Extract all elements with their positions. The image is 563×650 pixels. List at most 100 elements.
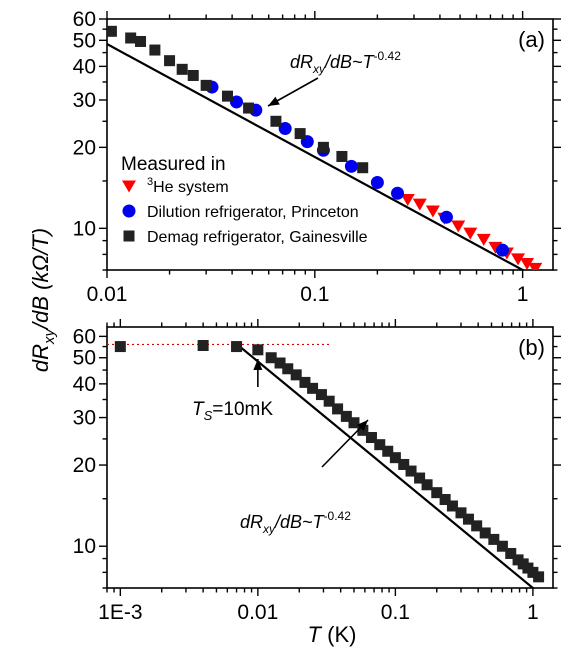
- data-point: [278, 122, 292, 136]
- legend-marker: [122, 180, 136, 193]
- data-point: [230, 95, 244, 109]
- y-tick-label: 40: [73, 373, 96, 396]
- data-point: [187, 69, 199, 81]
- data-point: [511, 253, 526, 266]
- data-point: [348, 417, 360, 429]
- x-tick-label: 1: [517, 283, 529, 306]
- x-tick-label: 1E-3: [98, 601, 142, 624]
- data-point: [340, 410, 352, 422]
- x-tick-label: 0.01: [237, 601, 278, 624]
- data-point: [495, 243, 509, 257]
- data-point: [389, 452, 401, 464]
- data-point: [231, 341, 243, 353]
- fit-label-b: dRxy/dB~T-0.42: [240, 509, 351, 536]
- legend-marker: [123, 230, 135, 242]
- data-point: [294, 128, 306, 140]
- data-point: [243, 102, 255, 114]
- data-point: [439, 210, 453, 224]
- data-point: [533, 571, 545, 583]
- data-point: [405, 465, 417, 477]
- data-point: [252, 344, 264, 356]
- data-point: [520, 258, 535, 270]
- fit-line: [234, 341, 535, 588]
- ts-annotation: TS=10mK: [192, 399, 273, 423]
- x-tick-label: 0.1: [381, 601, 410, 624]
- y-tick-label: 20: [73, 454, 96, 477]
- y-tick-label: 60: [73, 8, 96, 31]
- y-tick-label: 10: [73, 217, 96, 240]
- data-point: [176, 63, 188, 75]
- plot-area: [107, 340, 545, 588]
- y-tick-label: 40: [73, 55, 96, 78]
- data-point: [317, 141, 329, 153]
- data-point: [463, 227, 478, 240]
- data-point: [398, 458, 410, 470]
- plot-frame: [106, 18, 554, 271]
- y-tick-label: 10: [73, 535, 96, 558]
- data-point: [412, 198, 427, 211]
- y-axis-label: dRxy/dB (kΩ/T): [28, 228, 58, 372]
- y-tick-label: 50: [73, 29, 96, 52]
- ts-arrow: [253, 359, 263, 387]
- data-point: [528, 262, 543, 270]
- data-point: [270, 115, 282, 127]
- fit-arrow-b: [321, 419, 369, 468]
- data-point: [496, 540, 508, 552]
- y-tick-label: 30: [73, 407, 96, 430]
- data-point: [290, 369, 302, 381]
- data-point: [221, 90, 233, 102]
- data-point: [382, 445, 394, 457]
- plot-area: [107, 25, 543, 270]
- y-tick-label: 20: [73, 136, 96, 159]
- data-point: [391, 186, 405, 200]
- data-point: [476, 233, 491, 246]
- plot-frame: [106, 326, 554, 589]
- y-tick-label: 50: [73, 347, 96, 370]
- data-point: [527, 566, 539, 578]
- data-point: [135, 35, 147, 47]
- data-point: [505, 547, 517, 559]
- data-point: [344, 159, 358, 173]
- data-point: [323, 395, 335, 407]
- legend-marker: [122, 204, 136, 218]
- legend-entry: 3He system: [147, 176, 229, 196]
- data-point: [439, 494, 451, 506]
- data-point: [357, 162, 369, 174]
- fit-label-a: dRxy/dB~T-0.42: [290, 49, 401, 76]
- data-point: [421, 479, 433, 491]
- data-point: [488, 533, 500, 545]
- data-point: [471, 520, 483, 532]
- legend-entry: Demag refrigerator, Gainesville: [147, 229, 368, 246]
- data-point: [400, 193, 415, 206]
- legend-entry: Dilution refrigerator, Princeton: [147, 204, 359, 221]
- x-tick-label: 1: [527, 601, 539, 624]
- data-point: [446, 500, 458, 512]
- data-point: [307, 382, 319, 394]
- data-point: [274, 357, 286, 369]
- data-point: [332, 403, 344, 415]
- y-tick-label: 30: [73, 89, 96, 112]
- x-tick-label: 0.1: [300, 283, 329, 306]
- data-point: [451, 220, 466, 233]
- y-tick-label: 60: [73, 325, 96, 348]
- data-point: [315, 389, 327, 401]
- fit-line: [107, 42, 525, 270]
- data-point: [374, 439, 386, 451]
- data-point: [414, 472, 426, 484]
- data-point: [197, 340, 209, 352]
- data-point: [265, 352, 277, 364]
- legend-title: Measured in: [121, 154, 226, 175]
- data-point: [365, 432, 377, 444]
- x-axis-label: T (K): [308, 622, 357, 647]
- data-point: [107, 25, 117, 37]
- data-point: [479, 527, 491, 539]
- panel-label: (a): [518, 27, 545, 52]
- data-point: [164, 55, 176, 67]
- data-point: [200, 79, 212, 91]
- fit-arrow-a: [267, 77, 319, 107]
- data-point: [370, 176, 384, 190]
